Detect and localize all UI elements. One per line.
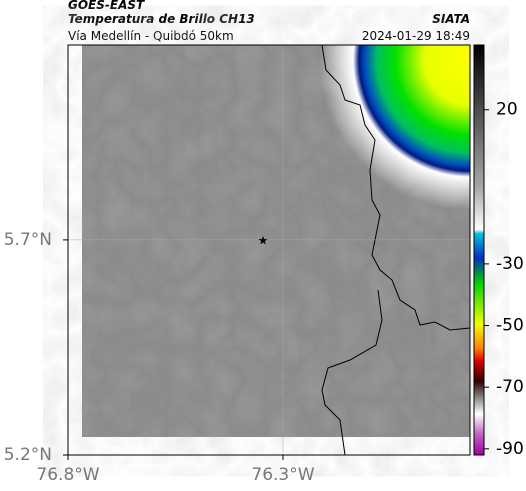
product: Temperatura de Brillo CH13 — [68, 12, 255, 26]
imagery — [82, 45, 470, 437]
colorbar-tick-label: -30 — [496, 254, 524, 274]
colorbar — [473, 44, 485, 456]
region: Vía Medellín - Quibdó 50km — [68, 29, 234, 43]
colorbar-tick-label: -90 — [496, 439, 524, 459]
colorbar-tick-label: -70 — [496, 377, 524, 397]
lat-tick-label: 5.7°N — [4, 230, 52, 250]
borders — [321, 44, 471, 456]
lon-tick-label: 76.3°W — [251, 465, 314, 485]
lat-tick-label: 5.2°N — [4, 445, 52, 465]
satellite: GOES-EAST — [68, 0, 145, 12]
colorbar-tick-label: -50 — [496, 316, 524, 336]
datetime: 2024-01-29 18:49 — [362, 29, 470, 43]
colorbar-tick-label: 20 — [496, 100, 518, 120]
map-frame — [67, 44, 471, 456]
station-marker: ★ — [258, 234, 269, 248]
lon-tick-label: 76.8°W — [36, 465, 99, 485]
source: SIATA — [432, 12, 470, 26]
